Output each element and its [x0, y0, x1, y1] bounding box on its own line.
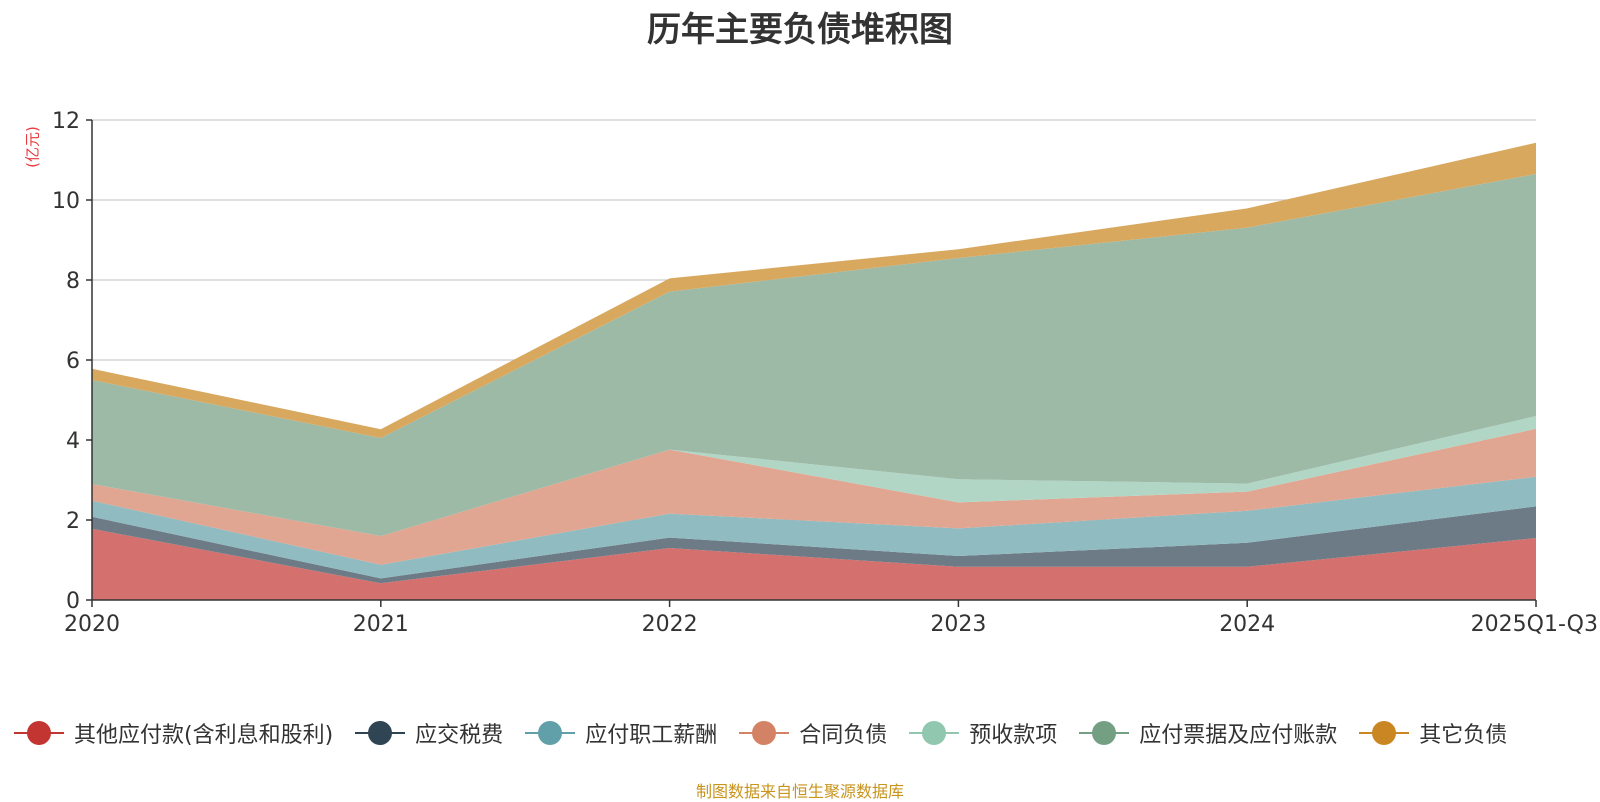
- area-series-0[interactable]: [92, 528, 1536, 600]
- legend-item-3[interactable]: 合同负债: [739, 717, 887, 749]
- legend-label-0: 其他应付款(含利息和股利): [74, 723, 334, 748]
- legend-item-5[interactable]: 应付票据及应付账款: [1079, 717, 1337, 749]
- y-tick-label-6: 6: [66, 349, 80, 374]
- legend-label-3: 合同负债: [799, 723, 888, 748]
- x-tick-label-1: 2021: [353, 612, 409, 637]
- y-tick-label-10: 10: [52, 189, 80, 214]
- area-series-2[interactable]: [92, 476, 1536, 579]
- legend-label-5: 应付票据及应付账款: [1139, 723, 1338, 748]
- axis-layer: 0 2 4 6 8 10 12 2020 2021 2022 2023 2024 2025Q1-Q3: [52, 109, 1598, 637]
- legend-marker-icon: [355, 720, 406, 746]
- chart-title: 历年主要负债堆积图: [647, 10, 953, 50]
- area-series-3[interactable]: [92, 428, 1536, 565]
- y-tick-label-2: 2: [66, 509, 80, 534]
- legend-item-4[interactable]: 预收款项: [909, 717, 1057, 749]
- y-tick-label-4: 4: [66, 429, 80, 454]
- legend-marker-icon: [1079, 720, 1130, 746]
- y-tick-label-8: 8: [66, 269, 80, 294]
- x-tick-label-0: 2020: [64, 612, 120, 637]
- area-series-1[interactable]: [92, 506, 1536, 584]
- y-axis-unit-label: (亿元): [18, 122, 46, 172]
- x-tick-label-3: 2023: [930, 612, 986, 637]
- legend-marker-icon: [1359, 720, 1410, 746]
- legend-item-6[interactable]: 其它负债: [1359, 717, 1507, 749]
- area-series-6[interactable]: [92, 142, 1536, 439]
- legend-label-2: 应付职工薪酬: [585, 723, 718, 748]
- legend-label-4: 预收款项: [969, 723, 1058, 748]
- legend-marker-icon: [739, 720, 790, 746]
- x-tick-label-2: 2022: [642, 612, 698, 637]
- area-series-4[interactable]: [92, 416, 1536, 536]
- legend-marker-icon: [525, 720, 576, 746]
- unit-text: (亿元): [23, 126, 42, 168]
- area-layer: [92, 142, 1536, 600]
- y-tick-label-12: 12: [52, 109, 80, 134]
- chart-legend: 其他应付款(含利息和股利) 应交税费 应付职工薪酬 合同负债 预收款项 应付票据及应付账款…: [14, 716, 1529, 750]
- legend-item-2[interactable]: 应付职工薪酬: [525, 717, 717, 749]
- legend-marker-icon: [14, 720, 64, 746]
- x-tick-label-5: 2025Q1-Q3: [1471, 612, 1598, 637]
- area-series-5[interactable]: [92, 174, 1536, 536]
- legend-marker-icon: [909, 720, 960, 746]
- legend-item-1[interactable]: 应交税费: [355, 717, 503, 749]
- x-tick-label-4: 2024: [1219, 612, 1275, 637]
- legend-item-0[interactable]: 其他应付款(含利息和股利): [14, 717, 333, 749]
- legend-label-6: 其它负债: [1419, 723, 1508, 748]
- legend-label-1: 应交税费: [415, 723, 504, 748]
- data-source-note: 制图数据来自恒生聚源数据库: [695, 782, 904, 801]
- y-tick-label-0: 0: [66, 589, 80, 614]
